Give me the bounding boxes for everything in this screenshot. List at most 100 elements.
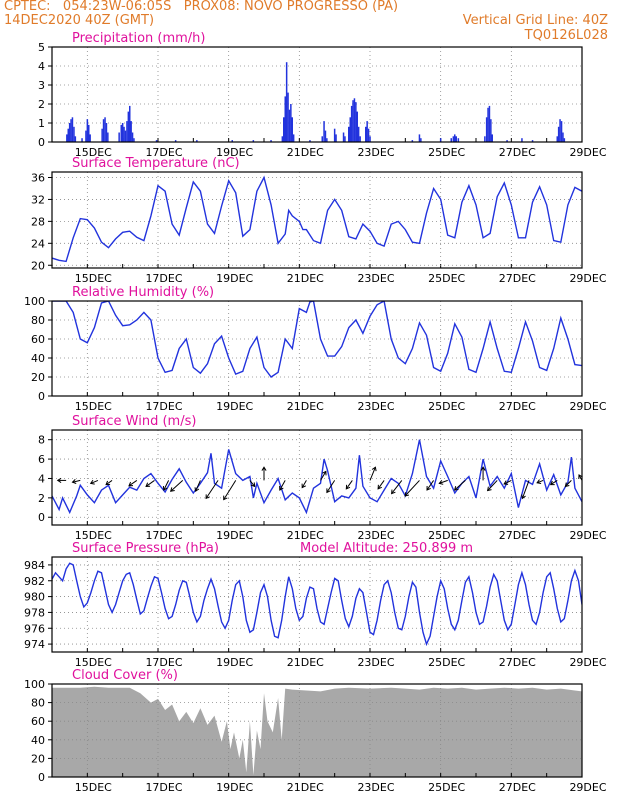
precip-bar — [126, 121, 128, 142]
x-tick-label-pressure: 21DEC — [287, 656, 324, 669]
x-tick-label-precip: 27DEC — [499, 146, 536, 159]
precip-bar — [321, 136, 323, 142]
wind-vector-head — [453, 486, 459, 491]
panel-frame-wind — [51, 429, 583, 526]
y-tick-label-pressure: 978 — [24, 606, 45, 619]
y-tick-label-cloud: 80 — [31, 697, 45, 710]
x-tick-label-wind: 15DEC — [75, 529, 112, 542]
wind-vector — [536, 479, 544, 484]
precip-bar — [563, 138, 566, 142]
x-tick-label-rh: 17DEC — [145, 400, 182, 413]
x-tick-label-temp: 17DEC — [145, 272, 182, 285]
wind-vector-head — [326, 488, 331, 494]
precip-bar — [485, 117, 488, 142]
x-tick-label-wind: 23DEC — [357, 529, 394, 542]
wind-vector-head — [438, 479, 444, 485]
wind-vector-head — [404, 492, 410, 497]
precip-bar — [353, 98, 356, 142]
y-tick-label-rh: 20 — [31, 371, 45, 384]
wind-vector-head — [250, 482, 256, 488]
panel-annotation-pressure: Model Altitude: 250.899 m — [300, 541, 473, 556]
precip-bar — [324, 130, 327, 142]
wind-vector-head — [578, 474, 583, 480]
panel-wind — [48, 429, 583, 526]
wind-vector-head — [480, 466, 486, 471]
precip-bar — [285, 62, 288, 143]
x-tick-label-pressure: 25DEC — [428, 656, 465, 669]
precip-bar — [342, 132, 345, 142]
y-tick-label-pressure: 974 — [24, 638, 45, 651]
wind-vector-head — [564, 482, 570, 488]
precip-bar — [287, 92, 289, 142]
panel-frame-cloud — [51, 683, 583, 778]
x-tick-label-cloud: 17DEC — [145, 781, 182, 794]
x-tick-label-wind: 17DEC — [145, 529, 182, 542]
precip-bar — [488, 105, 491, 142]
wind-vector — [326, 480, 336, 493]
series-line-rh — [52, 301, 582, 378]
y-tick-label-temp: 24 — [31, 237, 45, 250]
wind-vector — [249, 480, 256, 487]
panel-frame-precip — [51, 46, 583, 143]
precip-bar — [531, 140, 534, 142]
wind-vector — [128, 479, 138, 487]
y-tick-label-precip: 3 — [38, 79, 45, 92]
precip-bar — [123, 126, 125, 142]
panel-precip — [48, 46, 583, 143]
y-tick-label-rh: 0 — [38, 390, 45, 403]
wind-vector-head — [521, 494, 526, 500]
x-tick-label-temp: 21DEC — [287, 272, 324, 285]
wind-vector-head — [486, 486, 492, 492]
x-tick-label-precip: 15DEC — [75, 146, 112, 159]
precip-bar — [560, 121, 563, 142]
precip-bar — [292, 134, 295, 142]
wind-vector-head — [377, 484, 382, 490]
wind-vector-head — [56, 477, 62, 484]
wind-vector-head — [426, 485, 431, 491]
wind-vector — [345, 480, 353, 490]
wind-vector-head — [322, 470, 327, 476]
wind-vector-head — [279, 485, 284, 491]
header-model-code: TQ0126L028 — [524, 28, 608, 43]
panel-frame-rh — [51, 300, 583, 397]
x-tick-label-precip: 17DEC — [145, 146, 182, 159]
precip-bar — [348, 126, 350, 142]
precip-bar — [155, 140, 158, 142]
x-tick-label-temp: 23DEC — [357, 272, 394, 285]
x-tick-label-precip: 23DEC — [357, 146, 394, 159]
x-tick-label-precip: 19DEC — [216, 146, 253, 159]
x-tick-label-precip: 25DEC — [428, 146, 465, 159]
wind-vector-head — [105, 480, 111, 486]
x-tick-label-wind: 29DEC — [569, 529, 606, 542]
cloud-area — [52, 686, 582, 777]
y-tick-label-temp: 20 — [31, 259, 45, 272]
x-tick-label-rh: 19DEC — [216, 400, 253, 413]
precip-bar — [68, 123, 71, 142]
precip-bar — [439, 138, 442, 142]
wind-vector — [426, 480, 435, 491]
y-tick-label-temp: 36 — [31, 171, 45, 184]
wind-vector — [279, 480, 286, 491]
x-tick-label-precip: 21DEC — [287, 146, 324, 159]
y-tick-label-cloud: 20 — [31, 752, 45, 765]
panel-title-cloud: Cloud Cover (%) — [72, 668, 178, 683]
y-tick-label-rh: 80 — [31, 314, 45, 327]
panel-temp — [48, 171, 583, 269]
panel-rh — [48, 300, 583, 397]
x-tick-label-wind: 25DEC — [428, 529, 465, 542]
precip-bar — [118, 132, 120, 142]
wind-vector — [205, 480, 219, 499]
precip-bar — [452, 136, 455, 142]
precip-bar — [352, 100, 354, 142]
x-tick-label-cloud: 15DEC — [75, 781, 112, 794]
precip-bar — [66, 134, 68, 142]
x-tick-label-cloud: 27DEC — [499, 781, 536, 794]
precip-bar — [366, 121, 368, 142]
y-tick-label-precip: 2 — [38, 98, 45, 111]
y-tick-label-cloud: 100 — [24, 678, 45, 691]
wind-vector — [195, 480, 201, 492]
y-tick-label-wind: 8 — [38, 434, 45, 447]
x-tick-label-cloud: 25DEC — [428, 781, 465, 794]
precip-bar — [129, 105, 131, 142]
y-tick-label-precip: 5 — [38, 41, 45, 54]
